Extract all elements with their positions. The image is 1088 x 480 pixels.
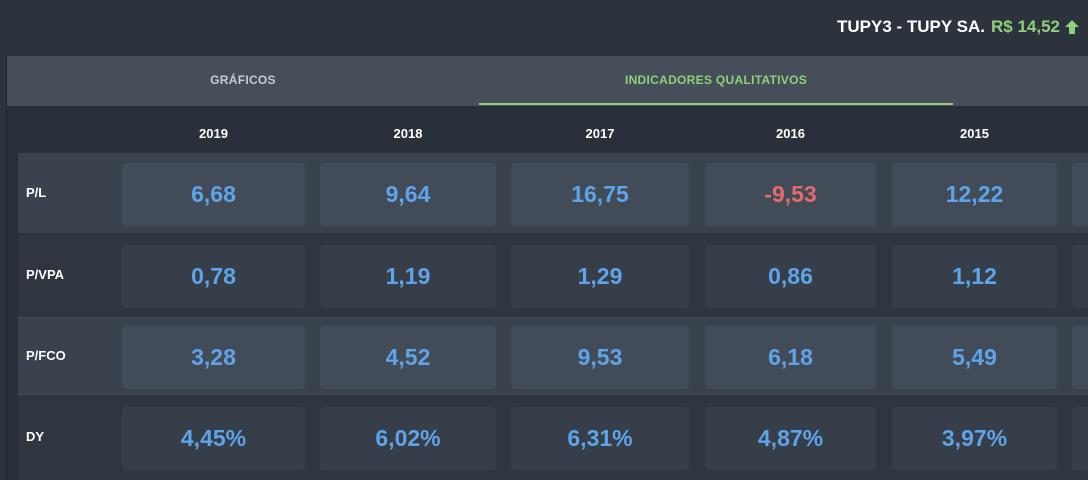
row-label: P/VPA bbox=[26, 267, 65, 282]
value-cell: 0,78 bbox=[122, 245, 305, 308]
stock-ticker: TUPY3 - TUPY SA. R$ 14,52 bbox=[837, 17, 1080, 37]
value-cell: 6,31% bbox=[511, 407, 689, 470]
top-bar: TUPY3 - TUPY SA. R$ 14,52 bbox=[0, 0, 1088, 56]
year-header: 2019 2018 2017 2016 2015 bbox=[7, 106, 1088, 152]
value-cell: 6,02% bbox=[320, 407, 496, 470]
ticker-price: R$ 14,52 bbox=[991, 17, 1060, 36]
value-cell: 16,75 bbox=[511, 163, 689, 226]
year-column-header: 2016 bbox=[776, 126, 805, 141]
tab-indicadores-qualitativos[interactable]: INDICADORES QUALITATIVOS bbox=[479, 56, 953, 106]
value-cell-partial bbox=[1072, 407, 1088, 470]
indicator-row-pvpa: P/VPA 0,78 1,19 1,29 0,86 1,12 bbox=[18, 235, 1088, 315]
indicator-row-pfco: P/FCO 3,28 4,52 9,53 6,18 5,49 bbox=[18, 316, 1088, 396]
value-cell-negative: -9,53 bbox=[705, 163, 876, 226]
value-cell: 4,52 bbox=[320, 326, 496, 389]
row-label: DY bbox=[26, 429, 45, 444]
value-cell-partial bbox=[1072, 163, 1088, 226]
arrow-up-icon bbox=[1065, 20, 1079, 34]
row-label: P/L bbox=[26, 185, 47, 200]
value-cell: 9,64 bbox=[320, 163, 496, 226]
value-cell: 6,68 bbox=[122, 163, 305, 226]
year-column-header: 2015 bbox=[960, 126, 989, 141]
value-cell: 1,29 bbox=[511, 245, 689, 308]
value-cell: 9,53 bbox=[511, 326, 689, 389]
value-cell: 6,18 bbox=[705, 326, 876, 389]
row-label: P/FCO bbox=[26, 348, 66, 363]
indicator-row-pl: P/L 6,68 9,64 16,75 -9,53 12,22 bbox=[18, 153, 1088, 233]
value-cell: 3,28 bbox=[122, 326, 305, 389]
value-cell: 0,86 bbox=[705, 245, 876, 308]
value-cell: 3,97% bbox=[892, 407, 1057, 470]
indicators-panel: GRÁFICOS INDICADORES QUALITATIVOS 2019 2… bbox=[6, 56, 1088, 480]
value-cell: 4,87% bbox=[705, 407, 876, 470]
indicator-row-dy: DY 4,45% 6,02% 6,31% 4,87% 3,97% bbox=[18, 397, 1088, 480]
year-column-header: 2017 bbox=[585, 126, 615, 141]
value-cell-partial bbox=[1072, 326, 1088, 389]
year-column-header: 2018 bbox=[393, 126, 423, 141]
value-cell-partial bbox=[1072, 245, 1088, 308]
value-cell: 5,49 bbox=[892, 326, 1057, 389]
value-cell: 12,22 bbox=[892, 163, 1057, 226]
tab-graficos[interactable]: GRÁFICOS bbox=[210, 73, 276, 87]
tab-bar: GRÁFICOS INDICADORES QUALITATIVOS bbox=[7, 56, 1088, 106]
value-cell: 4,45% bbox=[122, 407, 305, 470]
value-cell: 1,19 bbox=[320, 245, 496, 308]
year-column-header: 2019 bbox=[199, 126, 228, 141]
ticker-name: TUPY3 - TUPY SA. bbox=[837, 17, 985, 36]
value-cell: 1,12 bbox=[892, 245, 1057, 308]
